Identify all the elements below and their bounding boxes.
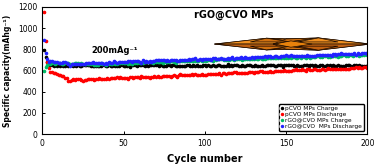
Polygon shape [273, 38, 370, 44]
rGO@CVO MPs Charge [42, 69, 46, 71]
Line: rGO@CVO MPs Charge: rGO@CVO MPs Charge [43, 53, 369, 72]
Y-axis label: Specific capacity(mAhg⁻¹): Specific capacity(mAhg⁻¹) [3, 14, 12, 127]
pCVO MPs Charge [102, 64, 106, 66]
pCVO MPs Charge [365, 65, 370, 67]
pCVO MPs Charge [61, 64, 66, 66]
pCVO MPs Charge [55, 65, 59, 67]
rGO@CVO  MPs Discharge [61, 61, 66, 63]
rGO@CVO MPs Charge [55, 62, 59, 64]
rGO@CVO  MPs Discharge [68, 65, 72, 67]
Line: pCVO MPs Charge: pCVO MPs Charge [43, 49, 369, 68]
Polygon shape [275, 41, 312, 47]
pCVO MPs Discharge [129, 76, 134, 78]
Legend: pCVO MPs Charge, pCVO MPs Discharge, rGO@CVO MPs Charge, rGO@CVO  MPs Discharge: pCVO MPs Charge, pCVO MPs Discharge, rGO… [279, 104, 364, 131]
pCVO MPs Charge [128, 66, 132, 68]
rGO@CVO  MPs Discharge [103, 62, 108, 64]
X-axis label: Cycle number: Cycle number [167, 153, 243, 163]
rGO@CVO  MPs Discharge [350, 53, 355, 55]
rGO@CVO MPs Charge [61, 63, 66, 65]
Polygon shape [297, 46, 338, 50]
pCVO MPs Discharge [42, 11, 46, 13]
pCVO MPs Discharge [103, 78, 108, 80]
Polygon shape [286, 38, 370, 44]
pCVO MPs Discharge [55, 73, 59, 75]
pCVO MPs Charge [339, 65, 344, 67]
pCVO MPs Discharge [61, 75, 66, 77]
pCVO MPs Charge [350, 65, 355, 67]
Polygon shape [250, 38, 291, 42]
Polygon shape [286, 44, 370, 50]
pCVO MPs Discharge [339, 67, 344, 69]
Polygon shape [215, 38, 299, 44]
pCVO MPs Charge [42, 49, 46, 51]
rGO@CVO  MPs Discharge [55, 61, 59, 63]
rGO@CVO  MPs Discharge [42, 39, 46, 41]
Polygon shape [297, 38, 338, 42]
rGO@CVO MPs Charge [349, 54, 353, 56]
Text: 200mAg⁻¹: 200mAg⁻¹ [91, 46, 138, 55]
rGO@CVO MPs Charge [338, 55, 342, 57]
rGO@CVO  MPs Discharge [129, 61, 134, 63]
pCVO MPs Charge [129, 64, 134, 66]
pCVO MPs Discharge [66, 80, 71, 82]
Line: rGO@CVO  MPs Discharge: rGO@CVO MPs Discharge [43, 39, 369, 67]
Polygon shape [250, 46, 291, 50]
Polygon shape [266, 44, 312, 50]
Polygon shape [273, 44, 370, 50]
Polygon shape [215, 38, 312, 44]
Polygon shape [215, 44, 312, 50]
rGO@CVO MPs Charge [363, 53, 368, 55]
rGO@CVO MPs Charge [365, 53, 370, 55]
Polygon shape [273, 44, 319, 50]
Polygon shape [215, 44, 299, 50]
rGO@CVO  MPs Discharge [365, 53, 370, 55]
Polygon shape [273, 38, 319, 44]
Text: rGO@CVO MPs: rGO@CVO MPs [194, 10, 274, 20]
Line: pCVO MPs Discharge: pCVO MPs Discharge [43, 11, 369, 82]
rGO@CVO MPs Charge [102, 63, 106, 65]
pCVO MPs Discharge [350, 67, 355, 69]
pCVO MPs Discharge [365, 67, 370, 69]
rGO@CVO MPs Charge [128, 62, 132, 64]
rGO@CVO  MPs Discharge [339, 52, 344, 54]
Polygon shape [266, 38, 312, 44]
